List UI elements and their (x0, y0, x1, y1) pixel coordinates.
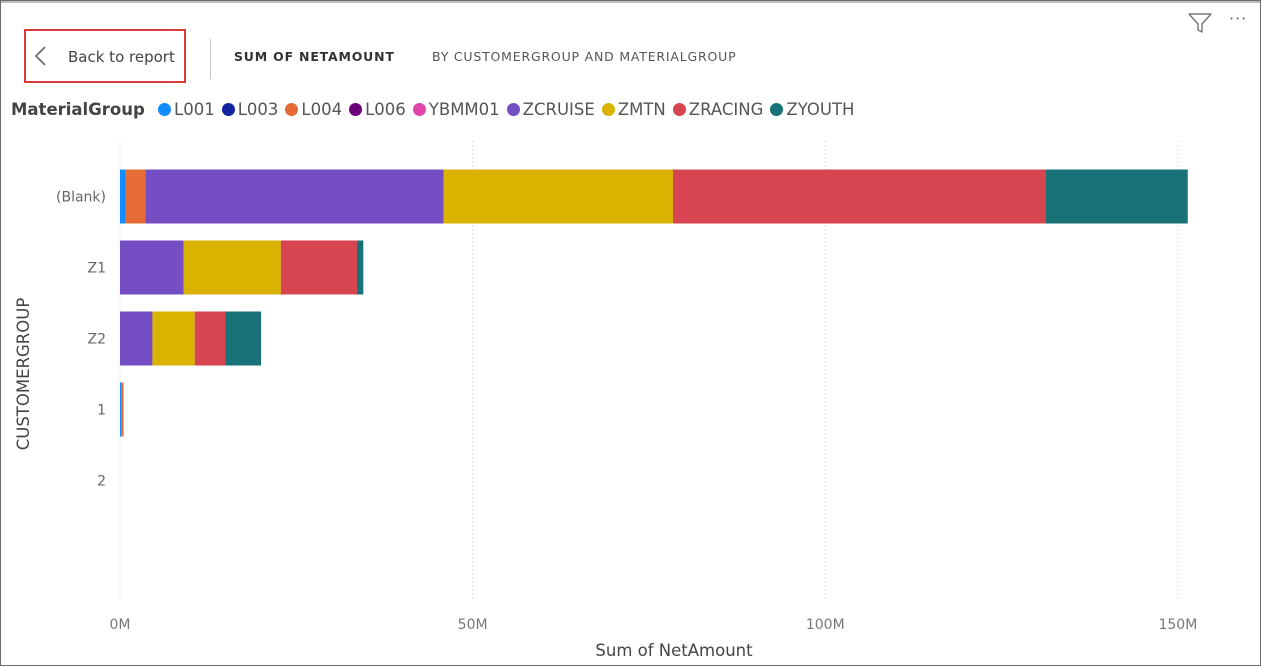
visual-subtitle: BY CUSTOMERGROUP AND MATERIALGROUP (432, 49, 737, 64)
legend-dot (158, 103, 172, 116)
legend-item-zracing[interactable]: ZRACING (672, 100, 764, 119)
bar-segment-l004 (125, 169, 146, 224)
x-tick-label: 50M (458, 617, 488, 633)
bar-segment-zmtn (152, 311, 195, 366)
y-tick-label: Z1 (88, 261, 107, 277)
legend-dot (412, 103, 426, 116)
back-to-report-button[interactable]: Back to report (24, 29, 186, 83)
legend-label: ZRACING (688, 100, 764, 119)
bar-segment-zracing (194, 311, 226, 366)
legend-item-zcruise[interactable]: ZCRUISE (506, 100, 595, 119)
bar-segment-l004 (121, 382, 124, 437)
legend-label: YBMM01 (428, 100, 500, 119)
y-tick-label: (Blank) (56, 190, 106, 206)
bar-segment-l001 (120, 382, 122, 437)
visual-title: SUM OF NETAMOUNT (234, 49, 395, 64)
legend-item-l006[interactable]: L006 (349, 100, 406, 119)
y-tick-label: 2 (97, 474, 106, 490)
legend-dot (770, 103, 784, 116)
legend-dot (349, 103, 363, 116)
x-tick-label: 100M (806, 617, 845, 633)
filter-icon[interactable] (1187, 12, 1213, 34)
y-tick-label: Z2 (88, 332, 107, 348)
bar-segment-zcruise (120, 311, 153, 366)
bar-segment-zmtn (443, 169, 673, 224)
legend-item-zyouth[interactable]: ZYOUTH (770, 100, 854, 119)
legend-label: ZYOUTH (786, 100, 855, 119)
y-tick-label: 1 (97, 403, 106, 419)
legend-label: L006 (365, 100, 406, 119)
bar-segment-zyouth (225, 311, 262, 366)
legend-label: L003 (237, 100, 279, 119)
x-axis-title: Sum of NetAmount (595, 641, 753, 660)
bar-segment-zyouth (356, 240, 364, 295)
more-options-icon[interactable]: ··· (1229, 9, 1248, 28)
legend-dot (601, 103, 615, 116)
legend-item-zmtn[interactable]: ZMTN (601, 100, 666, 119)
legend-item-ybmm01[interactable]: YBMM01 (412, 100, 500, 119)
legend-label: ZMTN (617, 100, 666, 119)
legend-label: L004 (301, 100, 343, 119)
chevron-left-icon[interactable] (32, 45, 52, 67)
legend-dot (221, 103, 235, 116)
x-tick-label: 0M (110, 617, 131, 633)
legend-label: L001 (174, 100, 215, 119)
header-divider (210, 39, 211, 79)
legend-dot (672, 103, 686, 116)
bar-segment-zcruise (145, 169, 444, 224)
legend-item-l001[interactable]: L001 (158, 100, 215, 119)
legend-item-l003[interactable]: L003 (221, 100, 279, 119)
bar-segment-zracing (672, 169, 1046, 224)
legend-dot (506, 103, 520, 116)
legend-dot (285, 103, 299, 116)
bar-segment-zracing (280, 240, 357, 295)
legend-item-l004[interactable]: L004 (285, 100, 342, 119)
legend-label: ZCRUISE (522, 100, 595, 119)
bar-segment-zcruise (120, 240, 184, 295)
back-to-report-label[interactable]: Back to report (68, 48, 175, 66)
y-axis-title: CUSTOMERGROUP (14, 298, 33, 451)
legend-title: MaterialGroup (11, 100, 145, 119)
bar-segment-zmtn (183, 240, 281, 295)
bar-segment-zyouth (1045, 169, 1188, 224)
chart-legend: MaterialGroup L001 L003 L004 L006 YBMM01 ZCRU… (11, 100, 861, 122)
top-border (1, 1, 1260, 3)
x-tick-label: 150M (1158, 617, 1197, 633)
bar-segment-l001 (120, 169, 126, 224)
